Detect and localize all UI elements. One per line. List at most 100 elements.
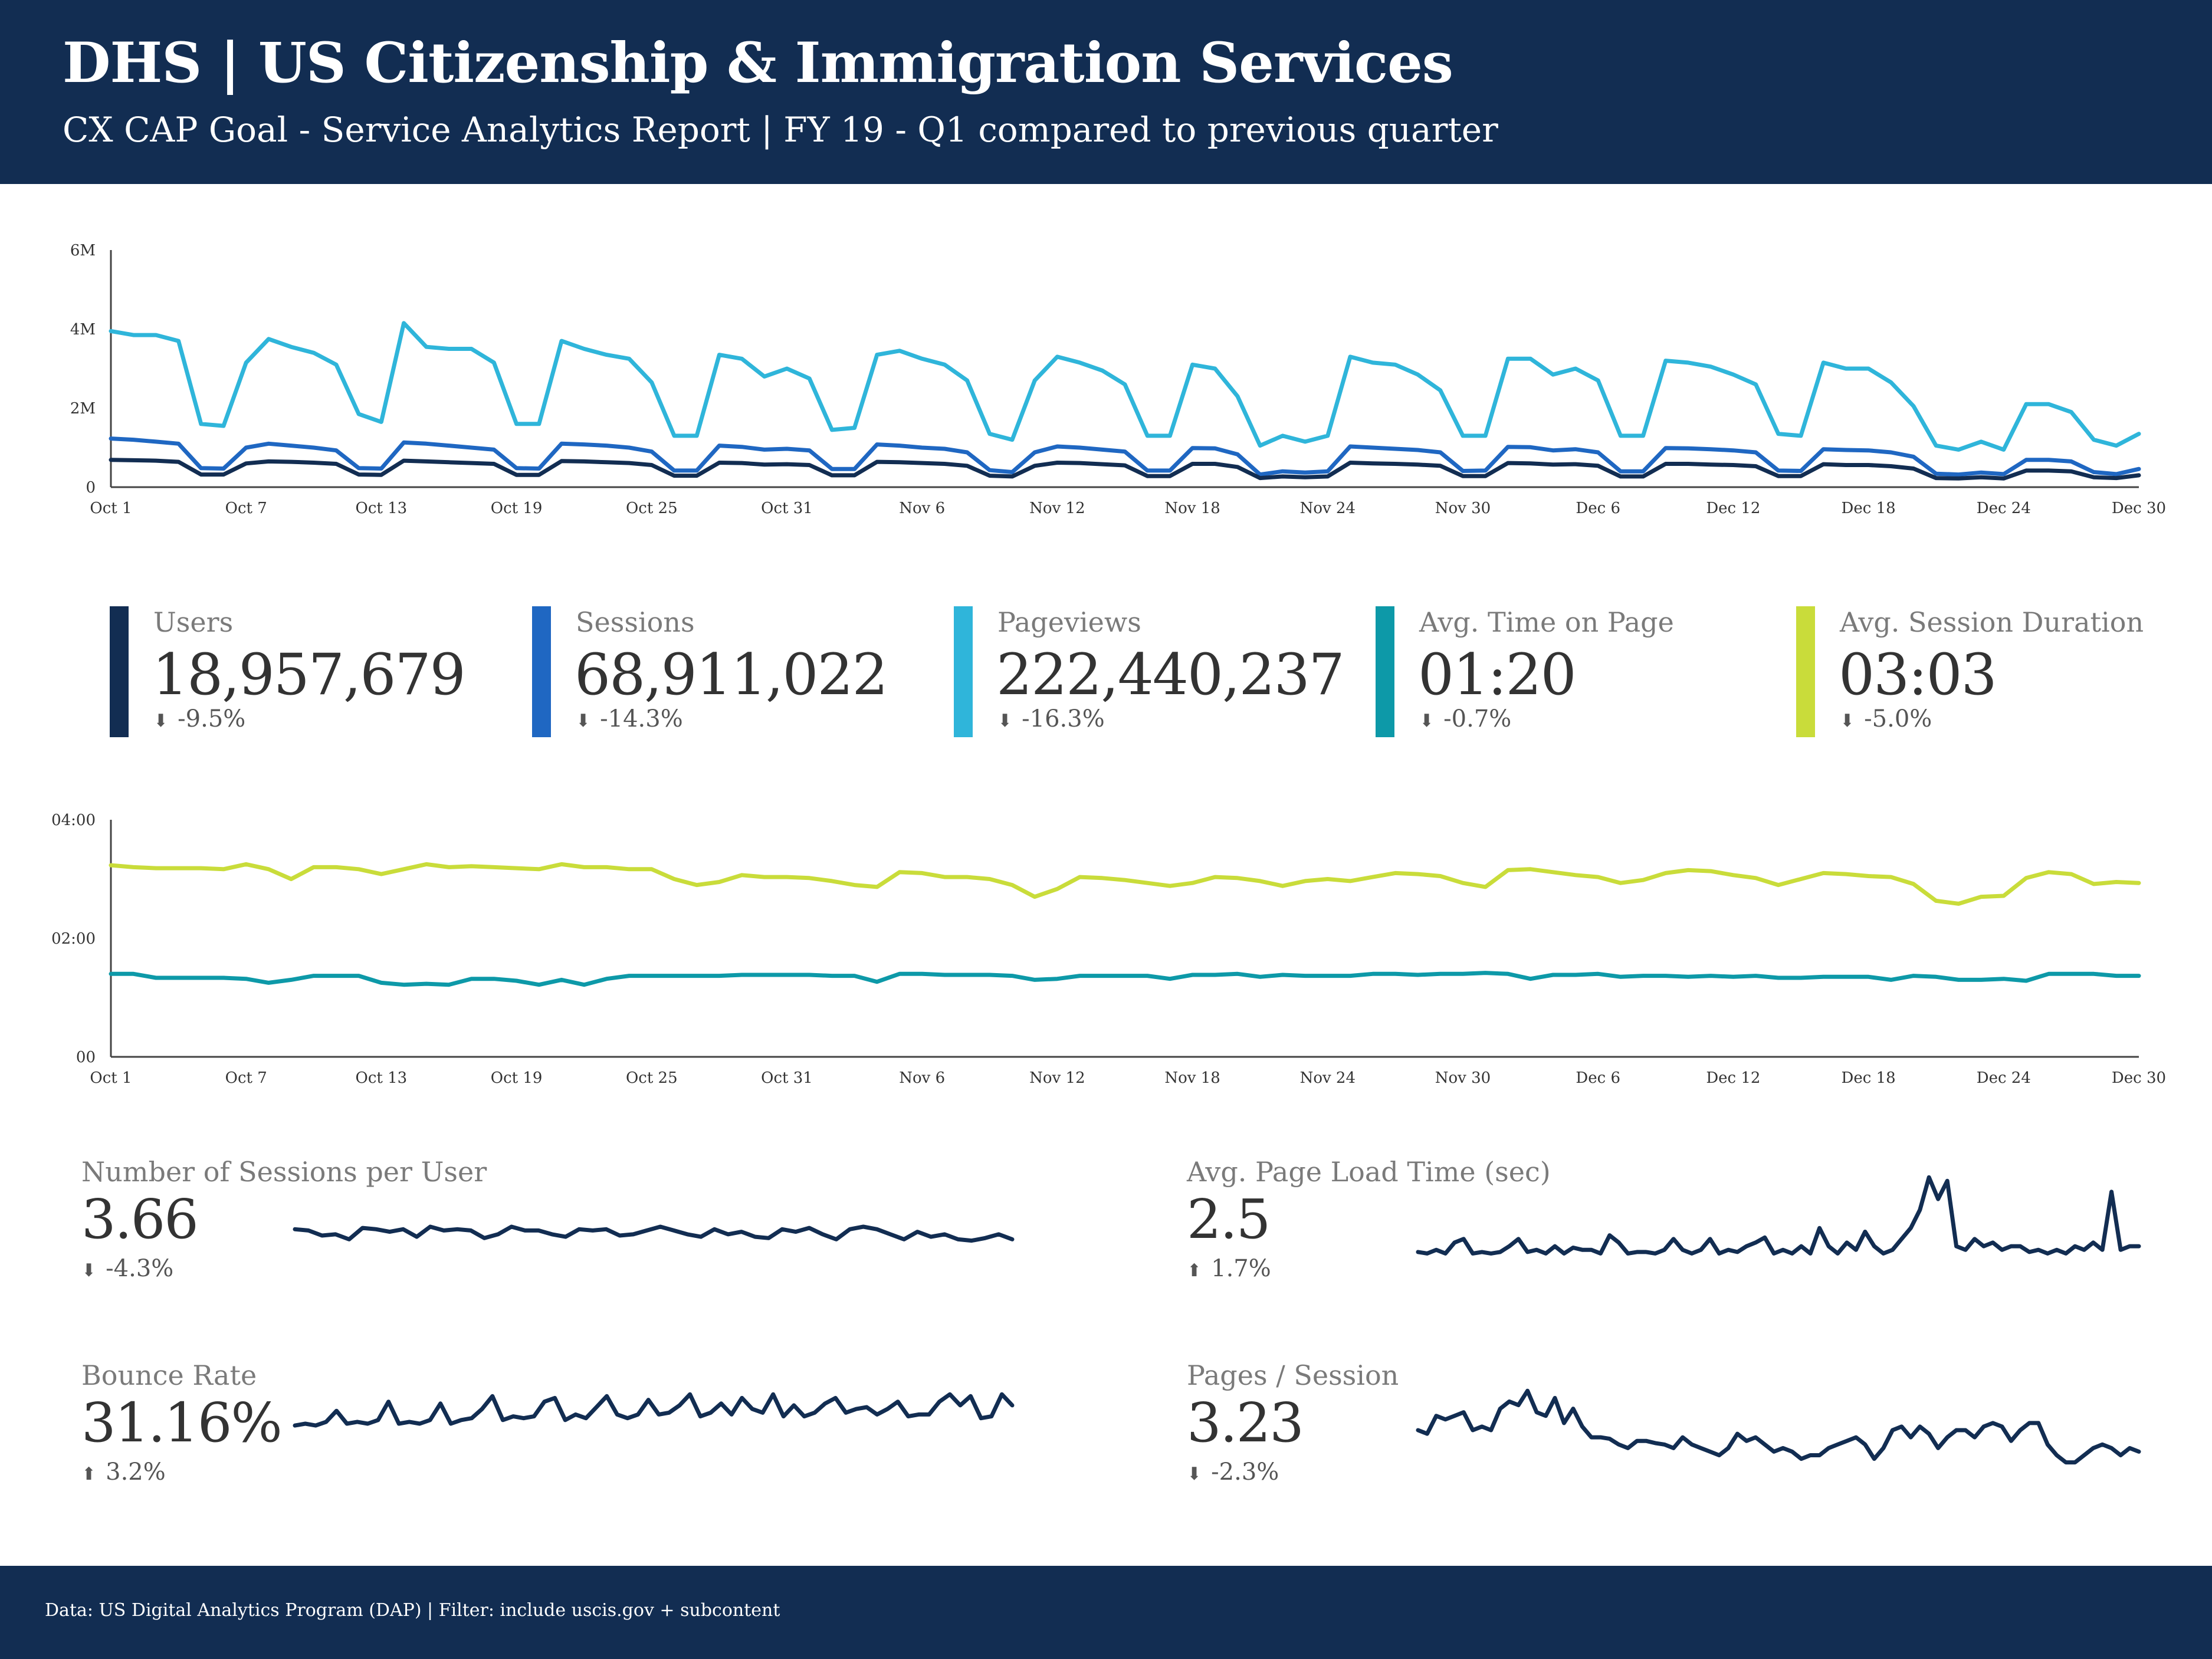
x-tick-label: Oct 7 <box>225 1069 267 1087</box>
x-tick-label: Oct 31 <box>761 500 813 517</box>
x-tick-label: Dec 12 <box>1706 500 1760 517</box>
series-line-sessions <box>109 436 2141 477</box>
x-tick-label: Oct 1 <box>90 1069 132 1087</box>
kpi-delta-value: -14.3% <box>600 705 683 732</box>
kpi-label: Avg. Time on Page <box>1419 606 1674 638</box>
x-tick-label: Oct 31 <box>761 1069 813 1087</box>
x-tick-label: Oct 13 <box>356 500 408 517</box>
metric-delta-value: 1.7% <box>1211 1255 1271 1282</box>
kpi-color-bar <box>1376 606 1394 737</box>
kpi-delta-value: -5.0% <box>1864 705 1932 732</box>
kpi-label: Sessions <box>576 606 695 638</box>
report-header: DHS | US Citizenship & Immigration Servi… <box>0 0 2212 184</box>
arrow-down-icon: ⬇ <box>81 1260 97 1281</box>
metric-delta: ⬆ 1.7% <box>1187 1255 1271 1282</box>
y-tick-label: 0 <box>86 479 96 497</box>
metric-delta: ⬇ -4.3% <box>81 1255 173 1282</box>
x-tick-label: Nov 6 <box>899 1069 945 1087</box>
x-tick-label: Oct 19 <box>491 1069 543 1087</box>
sparkline-avg-page-load-time-sec <box>1416 1175 2141 1256</box>
sparkline-number-of-sessions-per-user <box>293 1224 1015 1243</box>
x-tick-label: Nov 12 <box>1029 1069 1085 1087</box>
metric-delta-value: 3.2% <box>106 1458 166 1486</box>
data-source-note: Data: US Digital Analytics Program (DAP)… <box>45 1600 780 1621</box>
metric-label: Number of Sessions per User <box>81 1156 487 1188</box>
traffic-line-chart: 0 2M 4M 6M Oct 1 Oct 7 Oct 13 Oct 19 Oct 25 Oct 3… <box>70 242 2166 517</box>
metric-label: Avg. Page Load Time (sec) <box>1187 1156 1551 1188</box>
sparkline-bounce-rate <box>293 1392 1015 1428</box>
x-tick-label: Dec 6 <box>1576 1069 1620 1087</box>
kpi-value: 68,911,022 <box>575 642 888 708</box>
kpi-delta-value: -0.7% <box>1443 705 1512 732</box>
y-tick-label: 00 <box>76 1049 96 1066</box>
x-tick-label: Oct 1 <box>90 500 132 517</box>
kpi-label: Avg. Session Duration <box>1840 606 2144 638</box>
y-tick-label: 02:00 <box>51 930 96 948</box>
x-tick-label: Dec 24 <box>1977 1069 2031 1087</box>
series-line-pageviews <box>109 321 2141 452</box>
x-tick-label: Dec 12 <box>1706 1069 1760 1087</box>
arrow-up-icon: ⬆ <box>81 1464 97 1484</box>
x-tick-label: Nov 12 <box>1029 500 1085 517</box>
series-line-users <box>109 458 2141 481</box>
arrow-down-icon: ⬇ <box>1840 711 1855 731</box>
kpi-delta: ⬇ -0.7% <box>1419 705 1511 732</box>
metric-delta-value: -2.3% <box>1211 1458 1279 1486</box>
series-line-avg-session-duration <box>109 862 2141 906</box>
kpi-delta-value: -9.5% <box>178 705 246 732</box>
kpi-delta: ⬇ -16.3% <box>997 705 1105 732</box>
y-tick-label: 6M <box>70 242 96 259</box>
metric-value: 2.5 <box>1187 1188 1271 1251</box>
kpi-value: 222,440,237 <box>996 642 1345 708</box>
x-tick-label: Nov 6 <box>899 500 945 517</box>
x-tick-label: Oct 13 <box>356 1069 408 1087</box>
x-tick-label: Nov 24 <box>1300 500 1356 517</box>
x-tick-label: Dec 30 <box>2112 1069 2166 1087</box>
metric-value: 3.23 <box>1187 1391 1304 1454</box>
kpi-label: Users <box>153 606 234 638</box>
kpi-delta-value: -16.3% <box>1022 705 1105 732</box>
kpi-color-bar <box>110 606 129 737</box>
report-title: DHS | US Citizenship & Immigration Servi… <box>63 31 1453 96</box>
kpi-color-bar <box>1796 606 1815 737</box>
x-tick-label: Oct 7 <box>225 500 267 517</box>
x-tick-label: Oct 19 <box>491 500 543 517</box>
kpi-value: 01:20 <box>1418 642 1577 708</box>
metric-label: Bounce Rate <box>81 1359 257 1391</box>
metric-value: 3.66 <box>81 1188 199 1251</box>
metric-delta: ⬇ -2.3% <box>1187 1458 1279 1486</box>
metric-delta: ⬆ 3.2% <box>81 1458 166 1486</box>
arrow-down-icon: ⬇ <box>1187 1464 1202 1484</box>
x-tick-label: Dec 18 <box>1842 1069 1896 1087</box>
time-line-chart: 00 02:00 04:00 Oct 1 Oct 7 Oct 13 Oct 19 Oct 25… <box>51 812 2166 1087</box>
report-footer: Data: US Digital Analytics Program (DAP)… <box>0 1566 2212 1659</box>
x-tick-label: Dec 24 <box>1977 500 2031 517</box>
x-tick-label: Oct 25 <box>626 1069 678 1087</box>
kpi-value: 03:03 <box>1839 642 1997 708</box>
arrow-down-icon: ⬇ <box>1419 711 1435 731</box>
arrow-down-icon: ⬇ <box>576 711 591 731</box>
kpi-color-bar <box>954 606 973 737</box>
x-tick-label: Dec 6 <box>1576 500 1620 517</box>
x-tick-label: Oct 25 <box>626 500 678 517</box>
x-tick-label: Dec 30 <box>2112 500 2166 517</box>
kpi-delta: ⬇ -14.3% <box>576 705 683 732</box>
kpi-color-bar <box>532 606 551 737</box>
x-tick-label: Nov 24 <box>1300 1069 1356 1087</box>
x-tick-label: Dec 18 <box>1842 500 1896 517</box>
metric-value: 31.16% <box>81 1391 283 1454</box>
kpi-delta: ⬇ -9.5% <box>153 705 245 732</box>
x-tick-label: Nov 18 <box>1164 500 1220 517</box>
metric-label: Pages / Session <box>1187 1359 1399 1391</box>
arrow-down-icon: ⬇ <box>153 711 169 731</box>
kpi-label: Pageviews <box>997 606 1141 638</box>
x-tick-label: Nov 18 <box>1164 1069 1220 1087</box>
series-line-avg-time-on-page <box>109 971 2141 987</box>
arrow-down-icon: ⬇ <box>997 711 1013 731</box>
arrow-up-icon: ⬆ <box>1187 1260 1202 1281</box>
kpi-delta: ⬇ -5.0% <box>1840 705 1932 732</box>
y-tick-label: 2M <box>70 400 96 418</box>
x-tick-label: Nov 30 <box>1435 500 1491 517</box>
sparkline-pages-session <box>1416 1388 2141 1465</box>
